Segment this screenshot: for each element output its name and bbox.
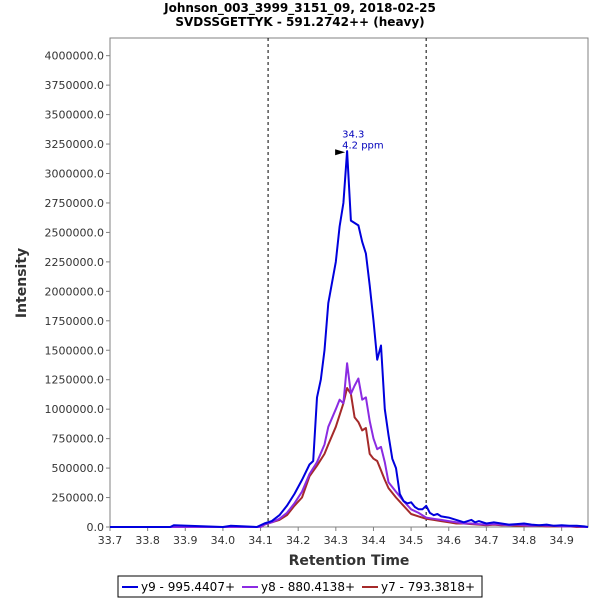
x-tick-label: 34.6	[436, 534, 461, 547]
x-tick-label: 33.7	[98, 534, 123, 547]
y-tick-label: 4000000.0	[45, 50, 105, 63]
x-tick-label: 34.9	[549, 534, 574, 547]
x-tick-label: 34.8	[512, 534, 537, 547]
x-tick-label: 34.5	[399, 534, 424, 547]
x-tick-label: 33.9	[173, 534, 198, 547]
y-tick-label: 2750000.0	[45, 197, 105, 210]
y-tick-label: 3750000.0	[45, 79, 105, 92]
y-tick-label: 1000000.0	[45, 403, 105, 416]
x-tick-label: 34.2	[286, 534, 311, 547]
legend-entry: y8 - 880.4138+	[261, 580, 355, 594]
y-tick-label: 3500000.0	[45, 109, 105, 122]
legend-box	[117, 575, 483, 598]
chart-title: Johnson_003_3999_3151_09, 2018-02-25	[163, 1, 436, 16]
peak-rt-label: 34.3	[342, 129, 364, 140]
y-axis-label: Intensity	[14, 248, 30, 318]
x-tick-label: 34.4	[361, 534, 386, 547]
x-tick-label: 34.0	[211, 534, 236, 547]
y-tick-label: 500000.0	[52, 462, 105, 475]
series-line	[110, 362, 588, 528]
y-tick-label: 750000.0	[52, 433, 105, 446]
y-tick-label: 250000.0	[52, 492, 105, 505]
y-tick-label: 2250000.0	[45, 256, 105, 269]
y-tick-label: 0.0	[87, 521, 105, 534]
y-tick-label: 1750000.0	[45, 315, 105, 328]
x-axis-label: Retention Time	[289, 553, 410, 569]
y-tick-label: 2500000.0	[45, 226, 105, 239]
peak-ppm-label: 4.2 ppm	[342, 140, 384, 151]
peak-marker-icon	[335, 149, 346, 156]
legend: y9 - 995.4407+ y8 - 880.4138+ y7 - 793.381…	[117, 575, 483, 598]
y-tick-label: 2000000.0	[45, 285, 105, 298]
y-tick-label: 1500000.0	[45, 344, 105, 357]
y-tick-label: 1250000.0	[45, 374, 105, 387]
plot-area	[109, 37, 589, 528]
y-tick-label: 3250000.0	[45, 138, 105, 151]
series-line	[110, 150, 589, 528]
peak-annotation: 34.3 4.2 ppm	[335, 129, 384, 156]
series-lines	[110, 150, 589, 528]
y-tick-label: 3000000.0	[45, 168, 105, 181]
x-axis-ticks: 33.7 33.8 33.9 34.0 34.1 34.2 34.3 34.4 34.5 34.6…	[98, 527, 574, 547]
x-tick-label: 33.8	[135, 534, 160, 547]
x-tick-label: 34.7	[474, 534, 499, 547]
y-axis-ticks: 0.0 250000.0 500000.0 750000.0 1000000.0 1250…	[45, 50, 110, 534]
x-tick-label: 34.1	[248, 534, 273, 547]
legend-entry: y7 - 793.3818+	[381, 580, 475, 594]
legend-entry: y9 - 995.4407+	[141, 580, 235, 594]
x-tick-label: 34.3	[324, 534, 349, 547]
chart-subtitle: SVDSSGETTYK - 591.2742++ (heavy)	[175, 15, 424, 29]
